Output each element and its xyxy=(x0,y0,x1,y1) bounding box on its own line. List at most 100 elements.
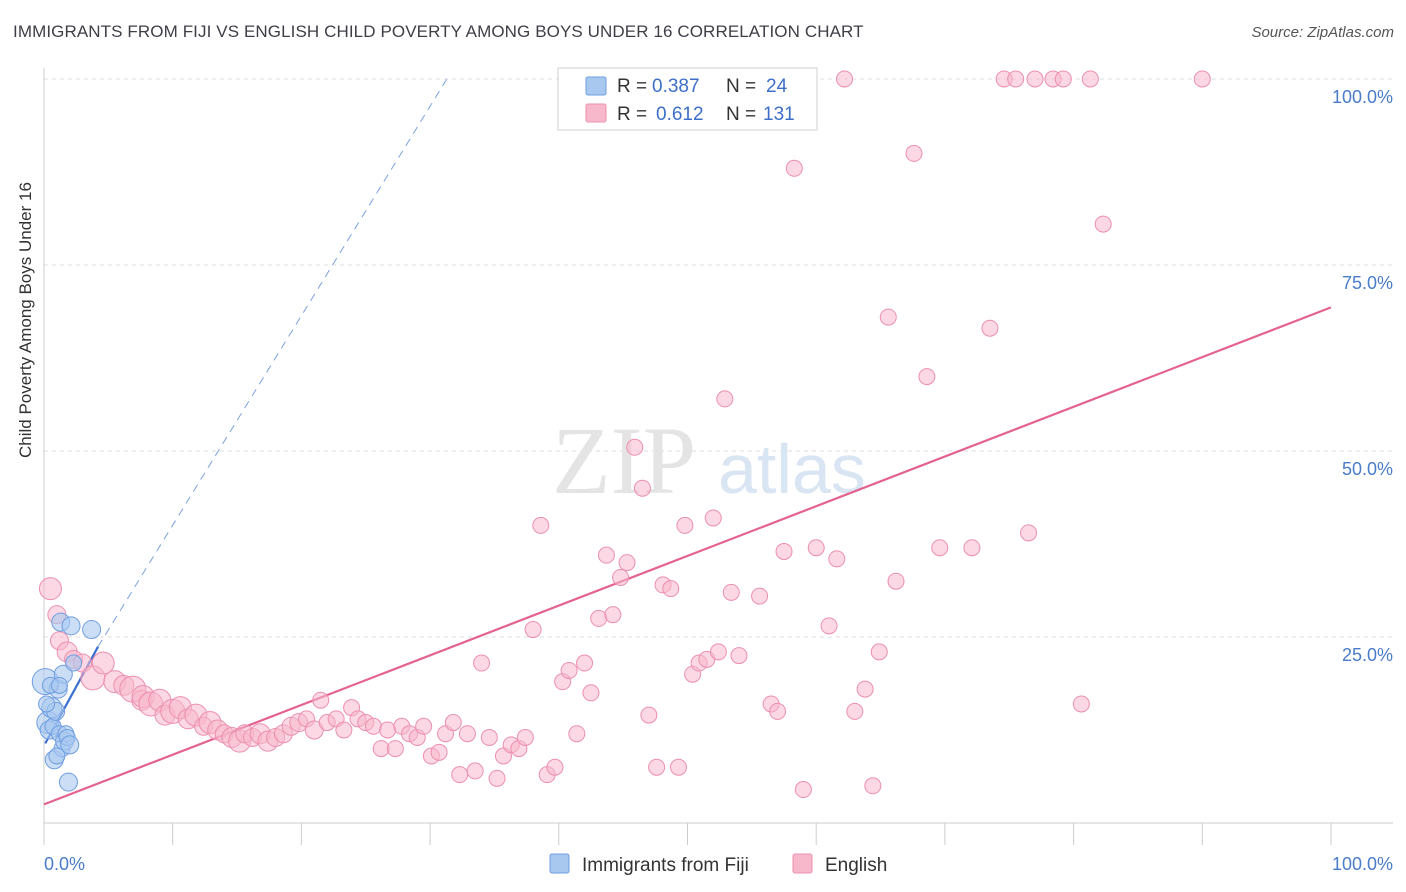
english-point xyxy=(38,577,62,601)
legend-swatch-english xyxy=(585,103,607,123)
data-points xyxy=(31,70,1211,799)
english-point xyxy=(648,758,666,776)
english-point xyxy=(473,654,491,672)
fiji-trend-dashed xyxy=(97,78,448,647)
english-point xyxy=(546,758,564,776)
bottom-legend: Immigrants from Fiji English xyxy=(549,853,887,876)
english-point xyxy=(633,479,651,497)
english-point xyxy=(662,580,680,598)
english-point xyxy=(1054,70,1072,88)
english-point xyxy=(887,572,905,590)
english-point xyxy=(709,643,727,661)
english-point xyxy=(722,583,740,601)
english-point xyxy=(794,781,812,799)
english-point xyxy=(582,684,600,702)
english-point xyxy=(879,308,897,326)
english-point xyxy=(516,728,534,746)
legend-n-value: 131 xyxy=(763,104,795,125)
english-point xyxy=(828,550,846,568)
english-point xyxy=(1020,524,1038,542)
english-point xyxy=(466,762,484,780)
english-point xyxy=(676,516,694,534)
legend: R = 0.387 N = 24 R = 0.612 N = 131 xyxy=(557,67,818,131)
legend-swatch-fiji xyxy=(585,76,607,96)
english-point xyxy=(568,725,586,743)
english-point xyxy=(560,661,578,679)
y-tick-label: 50.0% xyxy=(1342,459,1393,479)
english-point xyxy=(704,509,722,527)
bottom-legend-swatch-fiji xyxy=(549,853,570,874)
english-point xyxy=(905,144,923,162)
english-point xyxy=(488,769,506,787)
bottom-legend-swatch-english xyxy=(792,853,813,874)
english-point xyxy=(335,721,353,739)
english-point xyxy=(981,319,999,337)
legend-r-label: R = xyxy=(617,104,647,125)
english-point xyxy=(415,717,433,735)
y-tick-label: 100.0% xyxy=(1332,87,1393,107)
english-point xyxy=(386,740,404,758)
fiji-point xyxy=(38,695,56,713)
english-point xyxy=(480,728,498,746)
english-point xyxy=(751,587,769,605)
fiji-point xyxy=(60,735,80,755)
english-point xyxy=(91,651,115,675)
english-point xyxy=(626,438,644,456)
english-point xyxy=(963,539,981,557)
fiji-point xyxy=(61,616,81,636)
english-point xyxy=(856,680,874,698)
english-point xyxy=(918,368,936,386)
fiji-point xyxy=(48,747,66,765)
english-point xyxy=(430,743,448,761)
english-point xyxy=(379,721,397,739)
english-point xyxy=(870,643,888,661)
fiji-point xyxy=(65,654,83,672)
english-point xyxy=(532,516,550,534)
legend-r-value: 0.612 xyxy=(656,104,704,125)
english-point xyxy=(590,609,608,627)
english-point xyxy=(640,706,658,724)
english-point xyxy=(785,159,803,177)
watermark: ZIP atlas xyxy=(552,407,866,514)
x-tick-label: 100.0% xyxy=(1332,854,1393,874)
fiji-point xyxy=(50,676,68,694)
english-point xyxy=(1094,215,1112,233)
english-point xyxy=(807,539,825,557)
legend-r-label: R = xyxy=(617,76,647,97)
english-point xyxy=(312,691,330,709)
chart-title: IMMIGRANTS FROM FIJI VS ENGLISH CHILD PO… xyxy=(13,22,864,41)
english-point xyxy=(1193,70,1211,88)
english-point xyxy=(372,740,390,758)
english-point xyxy=(458,725,476,743)
bottom-legend-label-fiji: Immigrants from Fiji xyxy=(582,855,749,876)
english-point xyxy=(846,702,864,720)
y-tick-label: 75.0% xyxy=(1342,273,1393,293)
english-point xyxy=(612,568,630,586)
english-point xyxy=(597,546,615,564)
gridlines xyxy=(44,78,1393,638)
legend-n-label: N = xyxy=(726,104,756,125)
english-point xyxy=(1007,70,1025,88)
legend-n-label: N = xyxy=(726,76,756,97)
english-point xyxy=(931,539,949,557)
x-tick-label: 0.0% xyxy=(44,854,85,874)
y-tick-label: 25.0% xyxy=(1342,645,1393,665)
legend-r-value: 0.387 xyxy=(652,76,700,97)
tick-labels: 25.0% 50.0% 75.0% 100.0% 0.0% 100.0% xyxy=(44,87,1393,874)
fiji-point xyxy=(82,620,102,640)
bottom-legend-label-english: English xyxy=(825,855,887,876)
source-label: Source: ZipAtlas.com xyxy=(1251,24,1394,41)
english-point xyxy=(604,606,622,624)
english-point xyxy=(524,621,542,639)
fiji-point xyxy=(58,772,78,792)
english-point xyxy=(716,390,734,408)
english-point xyxy=(1081,70,1099,88)
watermark-atlas: atlas xyxy=(718,430,866,508)
english-point xyxy=(669,758,687,776)
watermark-zip: ZIP xyxy=(552,407,696,514)
english-point xyxy=(836,70,854,88)
english-trend-line xyxy=(43,306,1332,806)
legend-n-value: 24 xyxy=(766,76,788,97)
english-point xyxy=(364,717,382,735)
